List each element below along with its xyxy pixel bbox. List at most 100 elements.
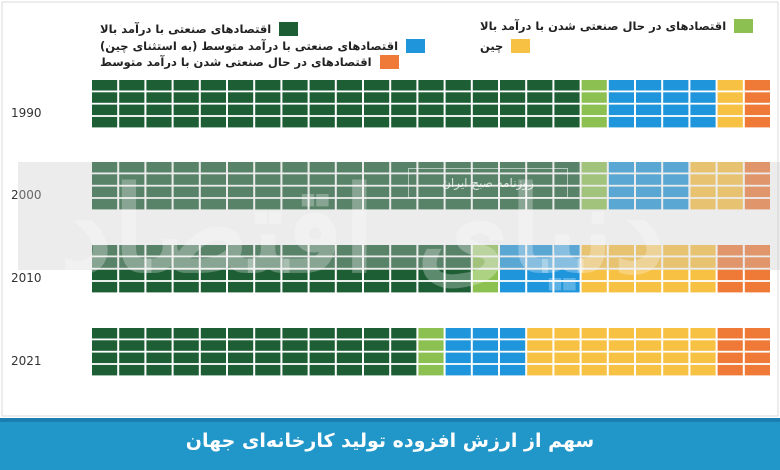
- waffle-cell: [418, 116, 444, 128]
- waffle-cell: [255, 104, 281, 116]
- waffle-cell: [472, 257, 498, 268]
- waffle-cell: [92, 162, 118, 173]
- waffle-cell: [663, 116, 689, 128]
- waffle-cell: [228, 92, 254, 103]
- waffle-cell: [255, 174, 281, 185]
- waffle-cell: [445, 328, 471, 339]
- waffle-cell: [472, 364, 498, 376]
- waffle-cell: [500, 80, 526, 91]
- waffle-cell: [717, 198, 743, 210]
- waffle-cell: [527, 186, 553, 198]
- waffle-cell: [418, 245, 444, 256]
- waffle-cell: [255, 257, 281, 268]
- waffle-cell: [472, 80, 498, 91]
- waffle-cell: [282, 174, 308, 185]
- waffle-cell: [663, 92, 689, 103]
- waffle-cell: [418, 104, 444, 116]
- year-label-1990: 1990: [11, 106, 42, 120]
- waffle-cell: [391, 198, 417, 210]
- waffle-cell: [92, 186, 118, 198]
- waffle-cell: [228, 269, 254, 281]
- waffle-cell: [581, 352, 607, 364]
- year-label-2000: 2000: [11, 188, 42, 202]
- waffle-cell: [309, 352, 335, 364]
- waffle-cell: [364, 328, 390, 339]
- legend-label: چین: [480, 39, 504, 53]
- waffle-cell: [391, 364, 417, 376]
- waffle-cell: [200, 352, 226, 364]
- waffle-cell: [500, 245, 526, 256]
- waffle-cell: [445, 257, 471, 268]
- waffle-cell: [717, 269, 743, 281]
- waffle-cell: [527, 257, 553, 268]
- waffle-cell: [663, 352, 689, 364]
- waffle-cell: [472, 104, 498, 116]
- waffle-cell: [282, 364, 308, 376]
- waffle-cell: [146, 92, 172, 103]
- waffle-cell: [336, 116, 362, 128]
- waffle-cell: [282, 92, 308, 103]
- waffle-cell: [282, 328, 308, 339]
- waffle-cell: [173, 104, 199, 116]
- waffle-cell: [200, 269, 226, 281]
- legend-item-china: چین: [480, 39, 531, 53]
- waffle-cell: [663, 281, 689, 293]
- waffle-cell: [146, 269, 172, 281]
- waffle-cell: [282, 186, 308, 198]
- waffle-cell: [418, 257, 444, 268]
- waffle-cell: [554, 281, 580, 293]
- waffle-cell: [554, 257, 580, 268]
- waffle-cell: [608, 352, 634, 364]
- waffle-cell: [472, 281, 498, 293]
- waffle-cell: [200, 116, 226, 128]
- waffle-cell: [500, 116, 526, 128]
- waffle-cell: [581, 281, 607, 293]
- waffle-cell: [282, 257, 308, 268]
- waffle-cell: [200, 80, 226, 91]
- waffle-cell: [554, 328, 580, 339]
- waffle-cell: [445, 340, 471, 351]
- waffle-cell: [309, 245, 335, 256]
- waffle-cell: [92, 364, 118, 376]
- waffle-cell: [636, 328, 662, 339]
- waffle-cell: [391, 116, 417, 128]
- waffle-cell: [581, 340, 607, 351]
- waffle-cell: [717, 328, 743, 339]
- waffle-cell: [527, 364, 553, 376]
- waffle-cell: [200, 257, 226, 268]
- waffle-cell: [717, 116, 743, 128]
- waffle-cell: [309, 92, 335, 103]
- waffle-cell: [581, 269, 607, 281]
- legend-swatch: [511, 39, 531, 53]
- waffle-cell: [309, 328, 335, 339]
- waffle-cell: [364, 198, 390, 210]
- waffle-cell: [228, 162, 254, 173]
- waffle-cell: [608, 364, 634, 376]
- waffle-cell: [173, 186, 199, 198]
- waffle-cell: [445, 92, 471, 103]
- waffle-cell: [554, 364, 580, 376]
- waffle-cell: [200, 174, 226, 185]
- waffle-cell: [92, 281, 118, 293]
- waffle-cell: [228, 340, 254, 351]
- waffle-cell: [663, 269, 689, 281]
- waffle-cell: [636, 186, 662, 198]
- waffle-cell: [527, 245, 553, 256]
- waffle-cell: [554, 92, 580, 103]
- waffle-cell: [744, 162, 770, 173]
- legend-label: اقتصادهای در حال صنعتی شدن با درآمد بالا: [480, 19, 727, 33]
- waffle-cell: [146, 116, 172, 128]
- waffle-cell: [744, 352, 770, 364]
- waffle-cell: [200, 281, 226, 293]
- waffle-cell: [92, 92, 118, 103]
- waffle-cell: [309, 281, 335, 293]
- waffle-cell: [92, 174, 118, 185]
- waffle-cell: [581, 328, 607, 339]
- waffle-cell: [717, 364, 743, 376]
- waffle-cell: [717, 186, 743, 198]
- waffle-cell: [690, 257, 716, 268]
- waffle-cell: [119, 198, 145, 210]
- waffle-cell: [744, 269, 770, 281]
- waffle-cell: [608, 281, 634, 293]
- waffle-cell: [554, 269, 580, 281]
